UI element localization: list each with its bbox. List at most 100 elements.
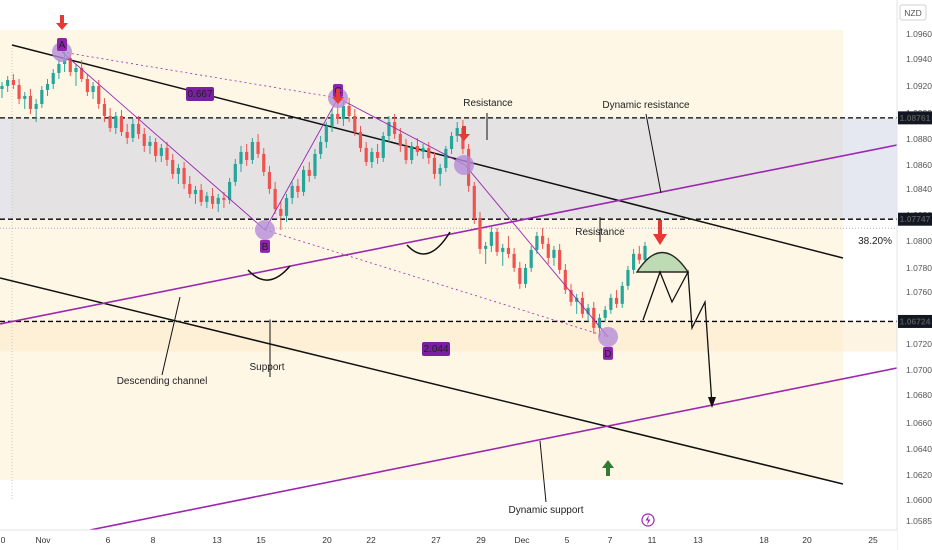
candle-body xyxy=(449,135,454,149)
time-tick: 20 xyxy=(322,535,332,545)
time-tick: 11 xyxy=(648,535,657,545)
time-tick: Nov xyxy=(35,535,51,545)
candle-body xyxy=(370,151,374,162)
candle-body xyxy=(347,105,351,116)
annotation-dynamic-support: Dynamic support xyxy=(508,505,583,516)
candle-body xyxy=(290,185,294,198)
candle-body xyxy=(136,123,141,134)
sell-arrow-a-head xyxy=(56,23,68,30)
currency-label: NZD xyxy=(904,8,921,18)
lightning-icon[interactable] xyxy=(641,513,655,527)
candle-body xyxy=(114,115,118,128)
candle-body xyxy=(313,153,317,176)
sell-arrow-resistance-head xyxy=(458,134,470,141)
candle-body xyxy=(586,307,590,314)
pivot-circle-b xyxy=(255,219,275,240)
candle-body xyxy=(102,103,107,116)
candle-body xyxy=(23,95,27,99)
candle-body xyxy=(108,115,112,128)
price-tick: 1.08800 xyxy=(906,134,932,144)
candle-body xyxy=(182,167,186,184)
candle-body xyxy=(262,153,266,172)
time-tick: 25 xyxy=(868,535,878,545)
channel-lower-line xyxy=(0,277,844,485)
candle-body xyxy=(296,185,300,192)
price-tick: 1.06000 xyxy=(906,495,932,505)
candle-body xyxy=(233,163,237,182)
candle-body xyxy=(267,171,272,189)
ratio-label-ab: 0.667 xyxy=(187,89,212,100)
support-arc-b xyxy=(247,265,291,281)
candle-body xyxy=(404,145,408,160)
candle-body xyxy=(301,169,306,192)
candle-body xyxy=(529,249,533,268)
pivot-badge-a xyxy=(57,37,67,51)
candle-body xyxy=(597,317,602,328)
support-arc-c xyxy=(406,231,451,255)
time-ticks: 0 Nov 6 8 13 15 20 22 27 29 Dec 5 7 11 13 18 20 25 xyxy=(1,535,878,545)
price-badge-3 xyxy=(898,314,932,328)
candle-body xyxy=(222,197,226,200)
candle-body xyxy=(51,72,55,84)
candle-body xyxy=(273,188,277,209)
candle-body xyxy=(159,147,163,156)
candle-body xyxy=(398,133,402,146)
time-tick: 18 xyxy=(759,535,769,545)
sell-arrow-a-shaft xyxy=(60,15,64,23)
price-badge-2 xyxy=(898,212,932,226)
candle-body xyxy=(165,147,169,160)
candle-body xyxy=(643,245,647,260)
candle-body xyxy=(97,85,101,104)
candle-body xyxy=(85,78,89,92)
candle-body xyxy=(506,247,511,254)
time-tick: 27 xyxy=(431,535,441,545)
candle-body xyxy=(125,131,129,138)
candle-body xyxy=(626,269,630,286)
candle-body xyxy=(188,183,192,194)
candle-body xyxy=(228,181,232,200)
candle-body xyxy=(11,79,15,85)
candle-body xyxy=(546,243,550,258)
pivot-label-d: D xyxy=(604,349,611,360)
candle-body xyxy=(603,309,607,318)
candle-body xyxy=(91,85,95,92)
pivot-badge-d xyxy=(603,346,613,360)
candle-body xyxy=(609,297,613,310)
candle-body xyxy=(176,167,180,174)
candle-body xyxy=(250,141,254,160)
candle-body xyxy=(205,195,209,202)
ratio-badge-bd xyxy=(422,342,450,356)
price-tick: 1.09400 xyxy=(906,54,932,64)
candle-body xyxy=(478,217,482,249)
price-tick: 1.07800 xyxy=(906,263,932,273)
price-tick: 1.09600 xyxy=(906,29,932,39)
time-tick: 8 xyxy=(151,535,156,545)
channel-resistance-overlap-zone xyxy=(12,117,843,220)
candle-body xyxy=(210,195,215,204)
resistance-touch-circle xyxy=(454,155,474,175)
candle-body xyxy=(28,95,33,109)
price-tick: 1.09200 xyxy=(906,81,932,91)
pivot-label-a: A xyxy=(59,40,66,51)
time-tick: 13 xyxy=(212,535,222,545)
candle-body xyxy=(199,189,203,202)
descending-channel-zone xyxy=(0,30,843,480)
projected-path-arrowhead xyxy=(708,397,716,408)
time-axis[interactable]: 0 Nov 6 8 13 15 20 22 27 29 Dec 5 7 11 13 18 20 25 xyxy=(0,513,897,550)
harmonic-ratio-line-ac xyxy=(61,51,339,99)
candle-body xyxy=(563,269,567,290)
price-axis[interactable]: NZD 1.096001.094001.092001.090001.088001… xyxy=(896,0,932,550)
candle-body xyxy=(523,267,528,284)
candle-body xyxy=(364,147,368,162)
price-tick: 1.08400 xyxy=(906,184,932,194)
candle-body xyxy=(552,249,556,258)
candle-body xyxy=(387,121,391,136)
candle-body xyxy=(427,147,431,158)
price-tick: 1.07200 xyxy=(906,339,932,349)
price-level-badges: 1.08761 1.07747 1.06724 xyxy=(898,111,932,328)
time-tick: 15 xyxy=(256,535,266,545)
candle-body xyxy=(324,125,328,142)
candle-body xyxy=(68,57,72,72)
candle-body xyxy=(484,245,488,249)
